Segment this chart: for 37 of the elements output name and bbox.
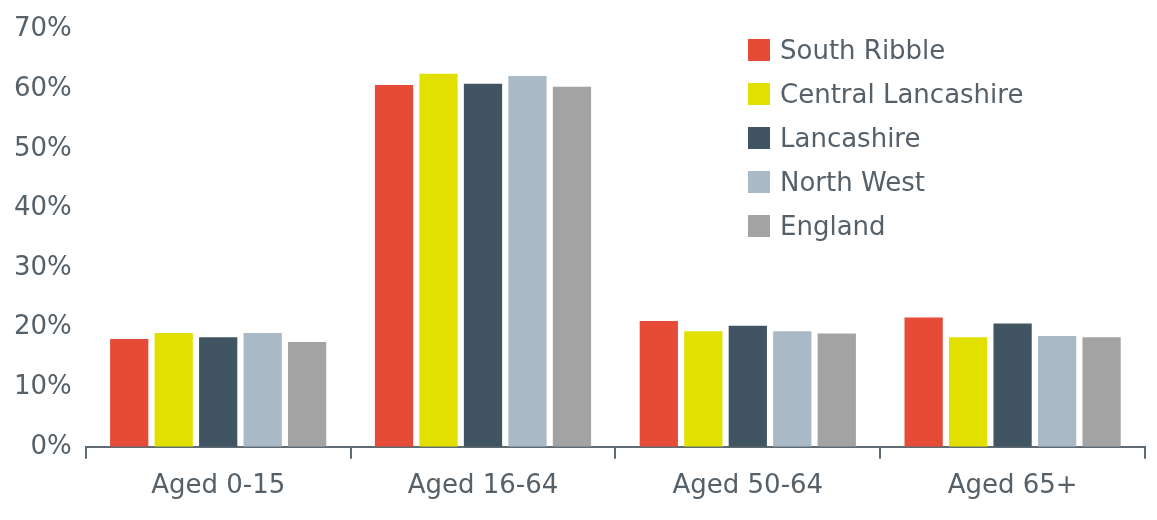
- y-tick-label: 20%: [13, 310, 72, 341]
- legend-label: North West: [780, 167, 925, 197]
- bar: [904, 317, 943, 447]
- y-tick-label: 60%: [13, 71, 72, 102]
- bar: [1037, 335, 1077, 447]
- bar: [773, 331, 812, 447]
- bar: [684, 331, 723, 447]
- bar: [1082, 337, 1121, 447]
- y-tick-label: 10%: [13, 369, 72, 400]
- bar: [639, 321, 678, 447]
- x-tick-label: Aged 16-64: [407, 469, 559, 500]
- y-tick-label: 30%: [13, 250, 72, 281]
- bar: [463, 83, 503, 447]
- bar: [552, 86, 592, 447]
- x-tick-label: Aged 50-64: [672, 469, 824, 500]
- x-tick-label: Aged 0-15: [151, 469, 286, 500]
- bar: [154, 332, 193, 447]
- bar: [728, 325, 767, 447]
- y-tick-label: 0%: [30, 429, 72, 460]
- bar: [817, 333, 856, 447]
- bar: [243, 332, 282, 447]
- bar: [419, 73, 458, 447]
- legend-label: South Ribble: [780, 35, 946, 65]
- bar: [993, 323, 1032, 447]
- bar: [374, 85, 414, 447]
- bar: [199, 337, 238, 447]
- x-tick-label: Aged 65+: [947, 469, 1078, 500]
- bar: [948, 337, 988, 447]
- bar: [288, 341, 327, 447]
- legend-label: England: [780, 211, 886, 241]
- legend-label: Central Lancashire: [780, 79, 1024, 109]
- bar: [508, 76, 547, 447]
- bar: [110, 338, 149, 447]
- legend-label: Lancashire: [780, 123, 921, 153]
- y-tick-label: 50%: [13, 131, 72, 162]
- y-tick-label: 70%: [13, 12, 72, 43]
- y-tick-label: 40%: [13, 191, 72, 222]
